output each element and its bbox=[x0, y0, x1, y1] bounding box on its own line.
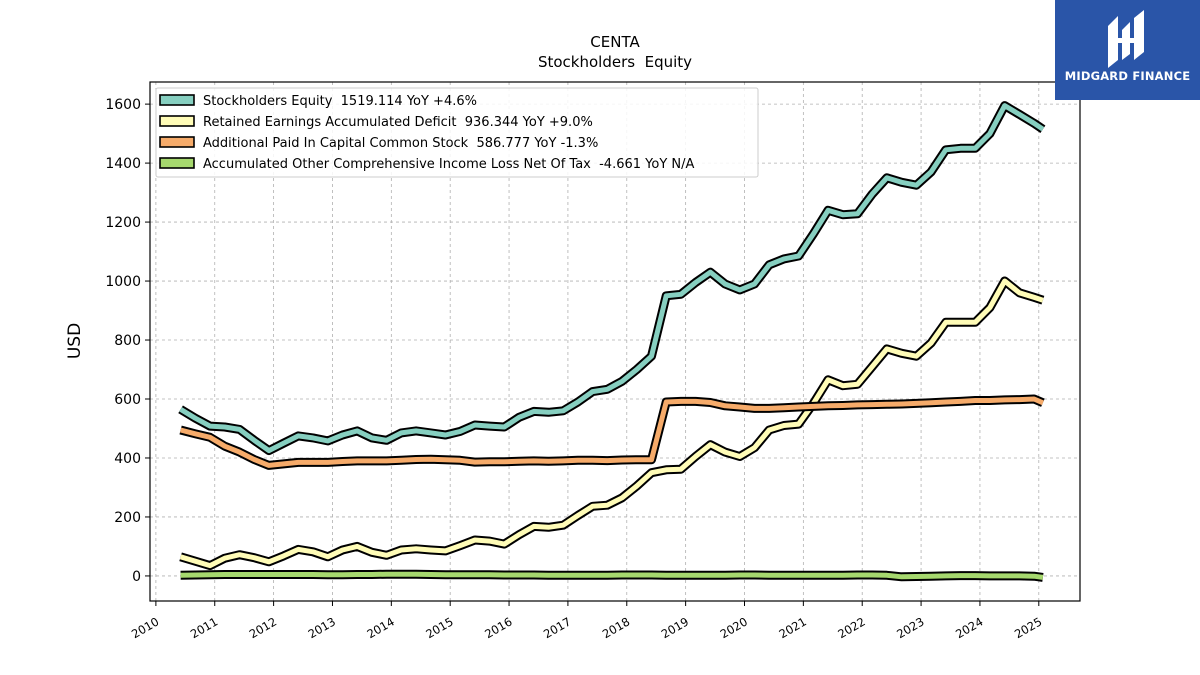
series-line bbox=[178, 101, 1046, 456]
legend: Stockholders Equity 1519.114 YoY +4.6% Re… bbox=[155, 87, 759, 178]
x-tick-label: 2021 bbox=[776, 614, 808, 641]
x-tick-label: 2011 bbox=[188, 614, 220, 641]
legend-label: Stockholders Equity 1519.114 YoY +4.6% bbox=[203, 94, 477, 109]
legend-swatch bbox=[159, 157, 195, 169]
y-tick-label: 200 bbox=[114, 510, 141, 526]
series-line-outline bbox=[179, 394, 1045, 470]
series-line-stroke bbox=[179, 278, 1044, 569]
x-tick-label: 2019 bbox=[659, 614, 691, 641]
x-tick-label: 2020 bbox=[718, 614, 750, 641]
x-tick-label: 2015 bbox=[423, 614, 455, 641]
x-tick-label: 2013 bbox=[306, 614, 338, 641]
legend-label: Additional Paid In Capital Common Stock … bbox=[203, 136, 598, 151]
series-line-stroke bbox=[180, 571, 1044, 580]
series-line-stroke bbox=[179, 103, 1045, 454]
brand-name: MIDGARD FINANCE bbox=[1064, 69, 1191, 83]
y-tick-label: 800 bbox=[114, 333, 141, 349]
x-tick-label: 2010 bbox=[129, 614, 161, 641]
series-layer bbox=[178, 101, 1046, 582]
y-tick-label: 600 bbox=[114, 392, 141, 408]
chart-title: CENTA bbox=[590, 33, 640, 51]
y-tick-label: 1600 bbox=[105, 97, 141, 113]
chart-subtitle: Stockholders Equity bbox=[538, 53, 692, 71]
legend-box bbox=[155, 87, 759, 178]
x-tick-label: 2024 bbox=[953, 614, 985, 641]
legend-label: Accumulated Other Comprehensive Income L… bbox=[203, 157, 694, 172]
x-tick-label: 2018 bbox=[600, 614, 632, 641]
legend-item: Retained Earnings Accumulated Deficit 93… bbox=[159, 115, 593, 130]
y-tick-label: 0 bbox=[132, 569, 141, 585]
legend-item: Additional Paid In Capital Common Stock … bbox=[159, 136, 598, 151]
x-tick-label: 2016 bbox=[482, 614, 514, 641]
x-tick-label: 2023 bbox=[894, 614, 926, 641]
series-line-stroke bbox=[179, 396, 1044, 468]
series-line-outline bbox=[179, 276, 1045, 571]
x-tick-label: 2022 bbox=[835, 614, 867, 641]
brand-logo: MIDGARD FINANCE bbox=[1055, 0, 1200, 100]
brand-mark-icon bbox=[1108, 10, 1144, 68]
y-tick-label: 1200 bbox=[105, 215, 141, 231]
x-tick-label: 2017 bbox=[541, 614, 573, 641]
legend-swatch bbox=[159, 136, 195, 148]
y-tick-label: 1000 bbox=[105, 274, 141, 290]
series-line bbox=[179, 276, 1045, 571]
legend-swatch bbox=[159, 115, 195, 127]
legend-label: Retained Earnings Accumulated Deficit 93… bbox=[203, 115, 593, 130]
plot-frame bbox=[149, 81, 1081, 602]
legend-item: Accumulated Other Comprehensive Income L… bbox=[159, 157, 694, 172]
series-line bbox=[180, 569, 1044, 582]
legend-swatch bbox=[159, 94, 195, 106]
x-tick-label: 2014 bbox=[364, 614, 396, 641]
y-tick-label: 400 bbox=[114, 451, 141, 467]
y-axis-label: USD bbox=[65, 323, 85, 359]
x-tick-label: 2025 bbox=[1012, 614, 1044, 641]
x-tick-label: 2012 bbox=[247, 614, 279, 641]
series-line bbox=[179, 394, 1045, 470]
legend-item: Stockholders Equity 1519.114 YoY +4.6% bbox=[159, 94, 477, 109]
y-tick-label: 1400 bbox=[105, 156, 141, 172]
